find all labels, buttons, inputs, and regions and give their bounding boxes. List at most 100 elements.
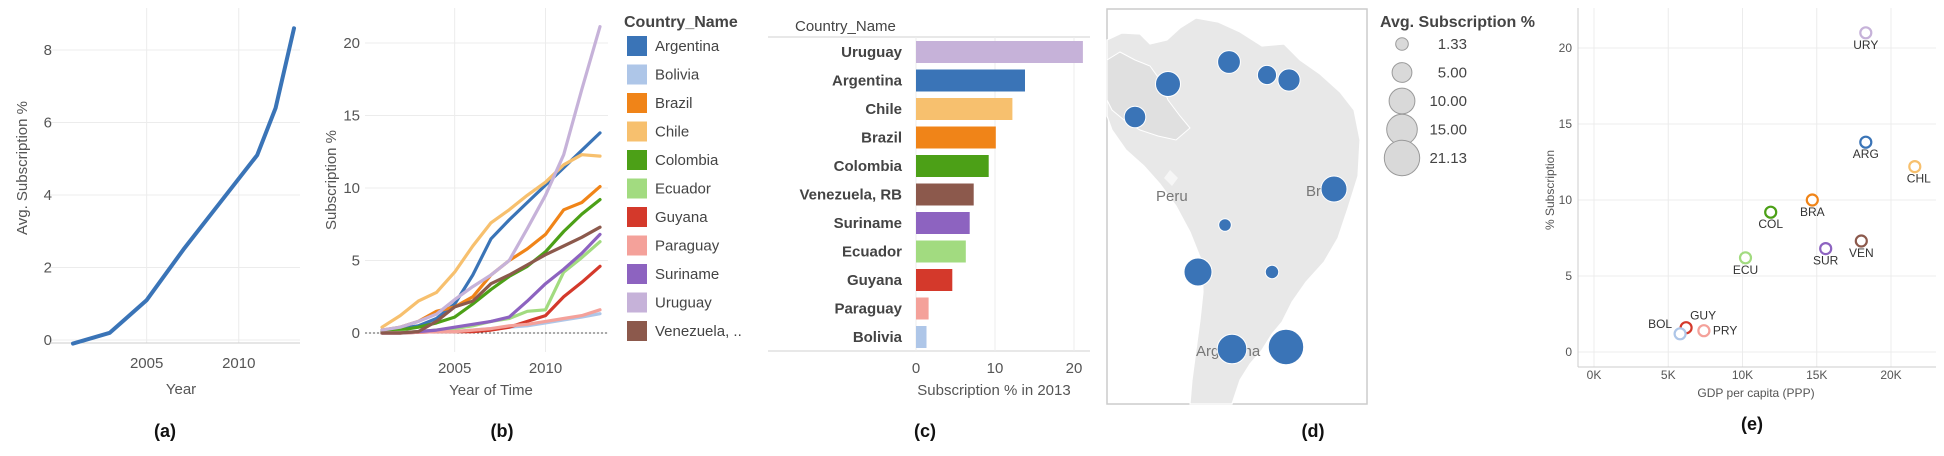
legend-swatch-b (627, 264, 647, 284)
legend-label-b: Argentina (655, 38, 720, 55)
size-legend-circle (1388, 87, 1416, 115)
y-tick-label-b: 0 (352, 325, 360, 342)
point-label-e: ECU (1733, 263, 1758, 277)
series-line-b-venezuela (380, 225, 602, 335)
x-tick-label-c: 0 (912, 360, 920, 377)
point-label-e: VEN (1849, 246, 1874, 260)
point-label-e: PRY (1713, 324, 1737, 338)
legend-swatch-b (627, 235, 647, 256)
bar-label-c: Bolivia (853, 329, 903, 346)
x-tick-label-b: 2010 (529, 360, 562, 377)
y-axis-title-a: Avg. Subscription % (14, 101, 31, 235)
y-tick-label-e: 15 (1559, 117, 1573, 131)
category-header-c: Country_Name (795, 18, 896, 35)
legend-label-b: Brazil (655, 95, 693, 112)
size-legend-circle (1391, 62, 1413, 83)
legend-label-b: Colombia (655, 152, 719, 169)
legend-label-b: Guyana (655, 209, 708, 226)
map-bubble-uruguay (1267, 328, 1305, 366)
legend-label-b: Chile (655, 124, 689, 141)
size-legend-label: 21.13 (1429, 150, 1467, 167)
scatter-point-ven (1854, 234, 1868, 248)
point-label-e: ARG (1853, 147, 1879, 161)
bar-c (916, 269, 953, 291)
x-tick-label-e: 0K (1587, 368, 1602, 382)
map-label-peru: Peru (1156, 188, 1188, 205)
bar-label-c: Uruguay (841, 44, 903, 61)
bar-label-c: Suriname (834, 215, 902, 232)
legend-swatch-b (627, 321, 647, 341)
legend-label-b: Venezuela, .. (655, 323, 742, 340)
map-bubble-paraguay (1264, 264, 1280, 280)
size-legend-label: 10.00 (1429, 93, 1467, 110)
bar-label-c: Brazil (861, 130, 902, 147)
panel-label-a: (a) (154, 421, 176, 441)
x-tick-label-c: 20 (1066, 360, 1083, 377)
y-tick-label-e: 20 (1559, 41, 1573, 55)
point-label-e: COL (1758, 217, 1783, 231)
scatter-point-bra (1805, 193, 1819, 207)
bar-c (916, 126, 996, 149)
size-legend-title: Avg. Subscription % (1380, 14, 1535, 31)
scatter-point-col (1764, 205, 1778, 219)
size-legend-label: 15.00 (1429, 122, 1467, 139)
size-legend-label: 5.00 (1438, 65, 1467, 82)
x-tick-label-b: 2005 (438, 360, 471, 377)
x-tick-label-a: 2005 (130, 355, 163, 372)
y-tick-label-b: 15 (343, 108, 360, 125)
x-axis-title-b: Year of Time (449, 382, 533, 399)
chart-b: (b) 0 5 10 15 20 2005 2010 Year of Time Subscrip… (323, 8, 742, 441)
x-tick-label-e: 20K (1880, 368, 1901, 382)
legend-label-b: Uruguay (655, 295, 712, 312)
y-tick-label-a: 6 (44, 115, 52, 132)
map-bubble-guyana (1256, 64, 1278, 86)
legend-title-b: Country_Name (624, 14, 738, 31)
point-label-e: SUR (1813, 254, 1839, 268)
point-label-e: CHL (1907, 172, 1931, 186)
bar-c (916, 212, 970, 234)
bar-c (916, 240, 966, 263)
map-bubble-suriname (1277, 68, 1301, 92)
point-label-e: GUY (1690, 309, 1716, 323)
series-line-b-colombia (380, 198, 602, 334)
bar-c (916, 183, 974, 206)
scatter-point-bol (1673, 327, 1687, 341)
bar-c (916, 155, 989, 177)
bar-c (916, 98, 1013, 120)
x-tick-label-e: 5K (1661, 368, 1676, 382)
legend-swatch-b (627, 150, 647, 170)
series-line-b-brazil (380, 185, 602, 332)
series-line-b-chile (380, 153, 602, 329)
x-tick-label-e: 15K (1806, 368, 1827, 382)
series-line-a (71, 26, 296, 346)
y-tick-label-b: 20 (343, 35, 360, 52)
panel-label-d: (d) (1302, 421, 1325, 441)
chart-e: (e) 0 5 10 15 20 0K 5K 10K 15K 20K GDP per capita … (1543, 8, 1936, 434)
y-tick-label-b: 5 (352, 253, 360, 270)
legend-label-b: Bolivia (655, 67, 700, 84)
y-axis-title-b: Subscription % (323, 130, 340, 230)
bar-label-c: Venezuela, RB (799, 187, 902, 204)
map-bubble-argentina (1216, 333, 1248, 365)
panel-label-c: (c) (914, 421, 936, 441)
map-bubble-colombia (1155, 71, 1181, 97)
y-tick-label-e: 5 (1565, 269, 1572, 283)
bar-c (916, 41, 1083, 63)
bar-c (916, 326, 927, 348)
legend-swatch-b (627, 121, 647, 142)
series-line-b-uruguay (380, 25, 602, 332)
x-axis-title-e: GDP per capita (PPP) (1697, 386, 1814, 400)
map-bubble-ecuador (1123, 105, 1147, 129)
y-tick-label-e: 0 (1565, 345, 1572, 359)
map-bubble-brazil (1320, 175, 1348, 203)
bar-label-c: Paraguay (834, 301, 902, 318)
legend-swatch-b (627, 93, 647, 113)
bar-label-c: Chile (865, 101, 902, 118)
y-tick-label-a: 2 (44, 260, 52, 277)
scatter-point-ecu (1738, 251, 1753, 265)
y-axis-title-e: % Subscription (1543, 150, 1557, 230)
legend-swatch-b (627, 207, 647, 227)
x-axis-title-a: Year (166, 381, 196, 398)
chart-c: (c) Country_Name 0 10 20 Subscription % in 2… (768, 18, 1090, 441)
legend-swatch-b (627, 292, 647, 313)
